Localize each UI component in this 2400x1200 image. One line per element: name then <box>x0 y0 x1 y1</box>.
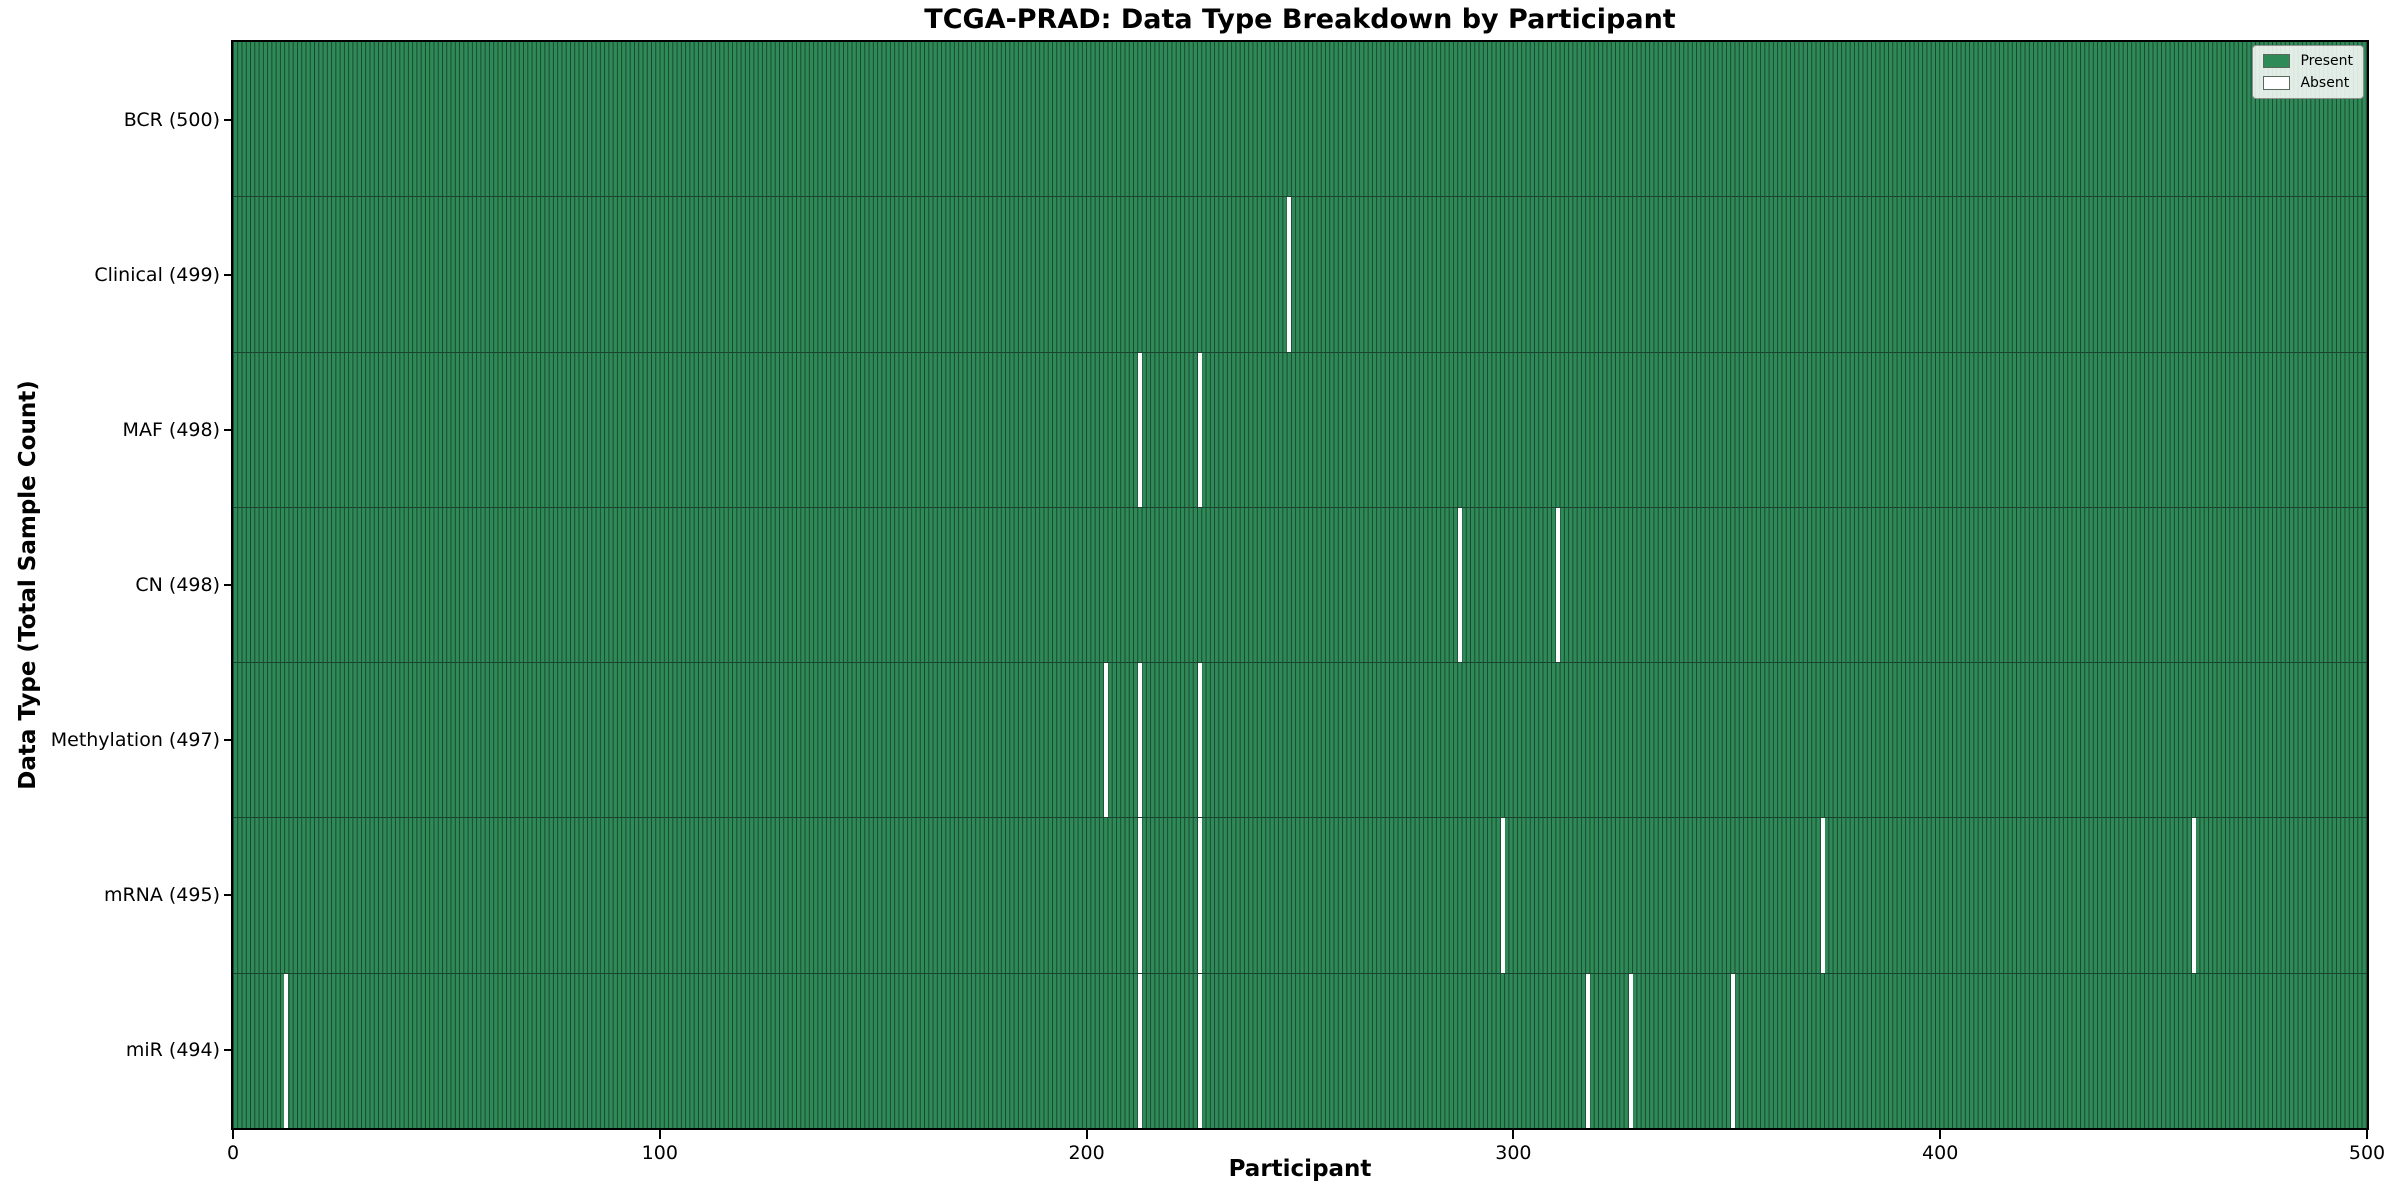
y-tick-mark-Methylation <box>224 739 233 742</box>
legend-entry-absent: Absent <box>2263 76 2353 90</box>
x-tick-label-400: 400 <box>1922 1142 1959 1164</box>
y-tick-label-mRNA: mRNA (495) <box>103 884 220 907</box>
absent-gap-mRNA-372 <box>1820 818 1825 973</box>
row-BCR <box>233 42 2367 197</box>
y-tick-label-Methylation: Methylation (497) <box>50 729 220 752</box>
y-tick-mark-CN <box>224 584 233 586</box>
y-tick-mark-miR <box>224 1049 233 1052</box>
row-miR <box>233 972 2367 1128</box>
x-axis-title: Participant <box>1228 1156 1372 1182</box>
row-Clinical <box>233 196 2367 352</box>
x-tick-label-500: 500 <box>2348 1142 2386 1164</box>
absent-gap-mRNA-459 <box>2192 818 2197 973</box>
x-tick-mark-500 <box>2366 1130 2368 1139</box>
absent-gap-miR-317 <box>1585 973 1591 1128</box>
presence-matrix <box>233 42 2367 1128</box>
x-tick-mark-300 <box>1512 1130 1515 1139</box>
plot-area: Present Absent <box>231 40 2369 1130</box>
absent-swatch <box>2263 76 2291 90</box>
x-tick-mark-200 <box>1085 1130 1088 1139</box>
y-tick-label-BCR: BCR (500) <box>123 108 220 131</box>
absent-gap-mRNA-212 <box>1137 818 1143 973</box>
absent-gap-Clinical-247 <box>1287 197 1292 352</box>
x-tick-mark-0 <box>232 1130 234 1139</box>
legend-label-absent: Absent <box>2300 75 2350 91</box>
x-tick-label-300: 300 <box>1495 1142 1532 1164</box>
y-tick-mark-BCR <box>224 118 233 121</box>
y-tick-label-miR: miR (494) <box>125 1039 220 1062</box>
absent-gap-MAF-226 <box>1197 352 1202 507</box>
absent-gap-miR-12 <box>284 973 289 1128</box>
x-tick-label-0: 0 <box>226 1142 240 1164</box>
y-tick-mark-mRNA <box>224 894 233 897</box>
x-tick-mark-400 <box>1939 1130 1942 1139</box>
absent-gap-Methylation-204 <box>1103 663 1108 818</box>
row-CN <box>233 506 2367 663</box>
absent-gap-CN-310 <box>1556 507 1561 663</box>
absent-gap-miR-226 <box>1197 973 1202 1128</box>
legend-entry-present: Present <box>2263 54 2353 68</box>
absent-gap-mRNA-297 <box>1500 818 1505 973</box>
legend-label-present: Present <box>2300 53 2353 69</box>
absent-gap-miR-212 <box>1137 973 1143 1128</box>
absent-gap-Methylation-212 <box>1137 663 1143 818</box>
y-tick-label-Clinical: Clinical (499) <box>94 263 220 286</box>
absent-gap-miR-351 <box>1731 973 1736 1128</box>
chart-title: TCGA-PRAD: Data Type Breakdown by Partic… <box>924 4 1676 35</box>
row-Methylation <box>233 662 2367 818</box>
row-mRNA <box>233 817 2367 973</box>
y-tick-mark-Clinical <box>224 273 233 276</box>
y-tick-mark-MAF <box>224 428 233 431</box>
y-tick-label-MAF: MAF (498) <box>122 418 220 441</box>
absent-gap-mRNA-226 <box>1197 818 1202 973</box>
absent-gap-Methylation-226 <box>1197 663 1202 818</box>
present-swatch <box>2263 54 2291 68</box>
x-tick-label-200: 200 <box>1068 1142 1105 1164</box>
y-tick-label-CN: CN (498) <box>135 574 220 596</box>
absent-gap-CN-287 <box>1457 507 1463 663</box>
absent-gap-MAF-212 <box>1137 352 1143 507</box>
legend: Present Absent <box>2252 45 2364 99</box>
row-MAF <box>233 351 2367 507</box>
absent-gap-miR-327 <box>1628 973 1633 1128</box>
x-tick-mark-100 <box>658 1130 661 1139</box>
x-tick-label-100: 100 <box>641 1142 678 1164</box>
